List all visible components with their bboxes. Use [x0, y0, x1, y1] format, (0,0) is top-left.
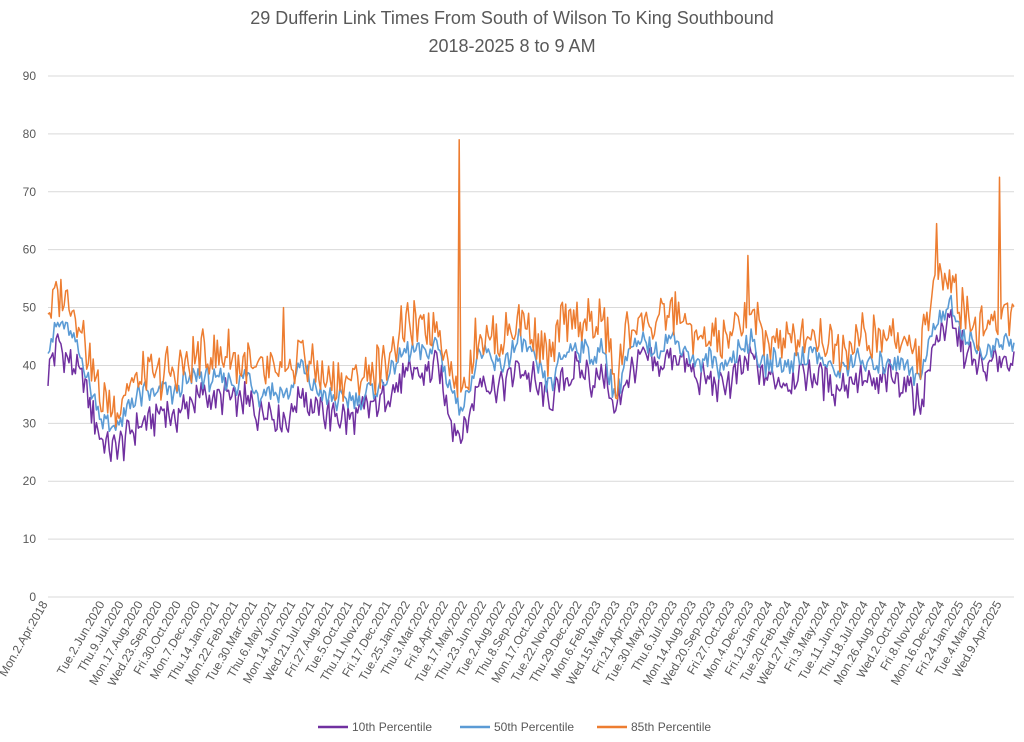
series-line-50th-percentile: [47, 294, 1015, 433]
y-tick-label: 80: [23, 127, 37, 141]
y-tick-label: 70: [23, 185, 37, 199]
chart-subtitle: 2018-2025 8 to 9 AM: [428, 36, 595, 56]
y-axis-ticks: 0 10 20 30 40 50 60 70 80 90: [23, 69, 37, 604]
chart-title: 29 Dufferin Link Times From South of Wil…: [250, 8, 774, 28]
y-tick-label: 40: [23, 358, 37, 372]
legend-label: 10th Percentile: [352, 720, 432, 734]
legend-label: 85th Percentile: [631, 720, 711, 734]
y-tick-label: 20: [23, 474, 37, 488]
gridlines: [48, 75, 1014, 598]
series-lines: [47, 138, 1015, 463]
y-tick-label: 60: [23, 243, 37, 257]
x-tick-label: Mon.2.Apr.2018: [0, 598, 51, 679]
y-tick-label: 50: [23, 301, 37, 315]
legend-label: 50th Percentile: [494, 720, 574, 734]
y-tick-label: 30: [23, 416, 37, 430]
x-axis-ticks: Mon.2.Apr.2018 Tue.2.Jun.2020Thu.9.Jul.20…: [0, 598, 1005, 688]
series-line-85th-percentile: [47, 138, 1015, 428]
legend: 10th Percentile 50th Percentile 85th Perce…: [318, 720, 711, 734]
series-line-10th-percentile: [47, 308, 1015, 463]
y-tick-label: 90: [23, 69, 37, 83]
y-tick-label: 0: [29, 590, 36, 604]
y-tick-label: 10: [23, 532, 37, 546]
